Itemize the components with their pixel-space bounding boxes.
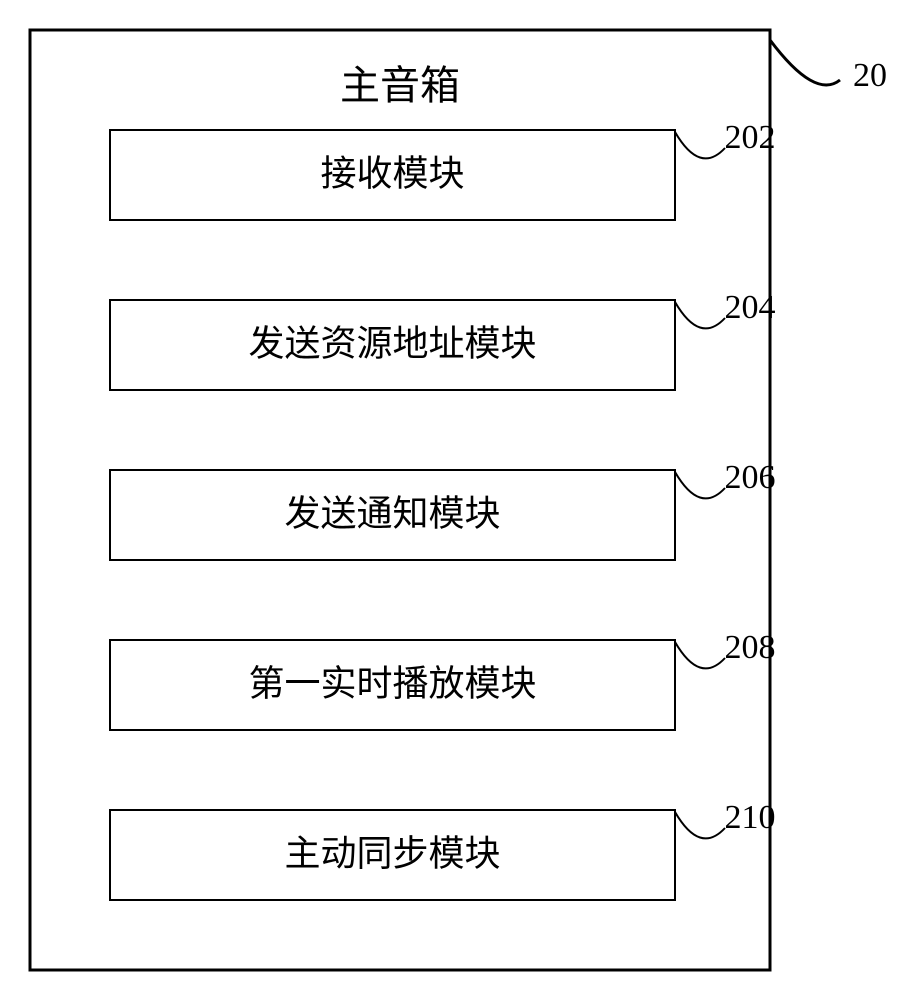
callout-curve: [675, 812, 725, 838]
outer-callout-curve: [770, 40, 840, 85]
outer-label-number: 20: [853, 57, 887, 94]
module-active-sync: 主动同步模块 210: [110, 799, 776, 900]
module-label-number: 204: [725, 289, 776, 326]
callout-curve: [675, 472, 725, 498]
modules-group: 接收模块 202 发送资源地址模块 204 发送通知模块 206 第一实时播放模块 208 主动…: [110, 119, 776, 900]
block-diagram: 主音箱 20 接收模块 202 发送资源地址模块 204 发送通知模块 206 第一实时播放…: [0, 0, 922, 1000]
diagram-title: 主音箱: [340, 63, 460, 108]
module-text: 第一实时播放模块: [248, 663, 536, 703]
module-send-notify: 发送通知模块 206: [110, 459, 776, 560]
module-text: 发送资源地址模块: [248, 323, 536, 363]
module-text: 主动同步模块: [284, 833, 500, 873]
callout-curve: [675, 642, 725, 668]
module-receive: 接收模块 202: [110, 119, 776, 220]
module-label-number: 206: [725, 459, 776, 496]
module-label-number: 210: [725, 799, 776, 836]
module-text: 接收模块: [320, 153, 464, 193]
module-first-realtime-play: 第一实时播放模块 208: [110, 629, 776, 730]
callout-curve: [675, 302, 725, 328]
callout-curve: [675, 132, 725, 158]
module-label-number: 208: [725, 629, 776, 666]
module-send-address: 发送资源地址模块 204: [110, 289, 776, 390]
module-label-number: 202: [725, 119, 776, 156]
module-text: 发送通知模块: [284, 493, 500, 533]
